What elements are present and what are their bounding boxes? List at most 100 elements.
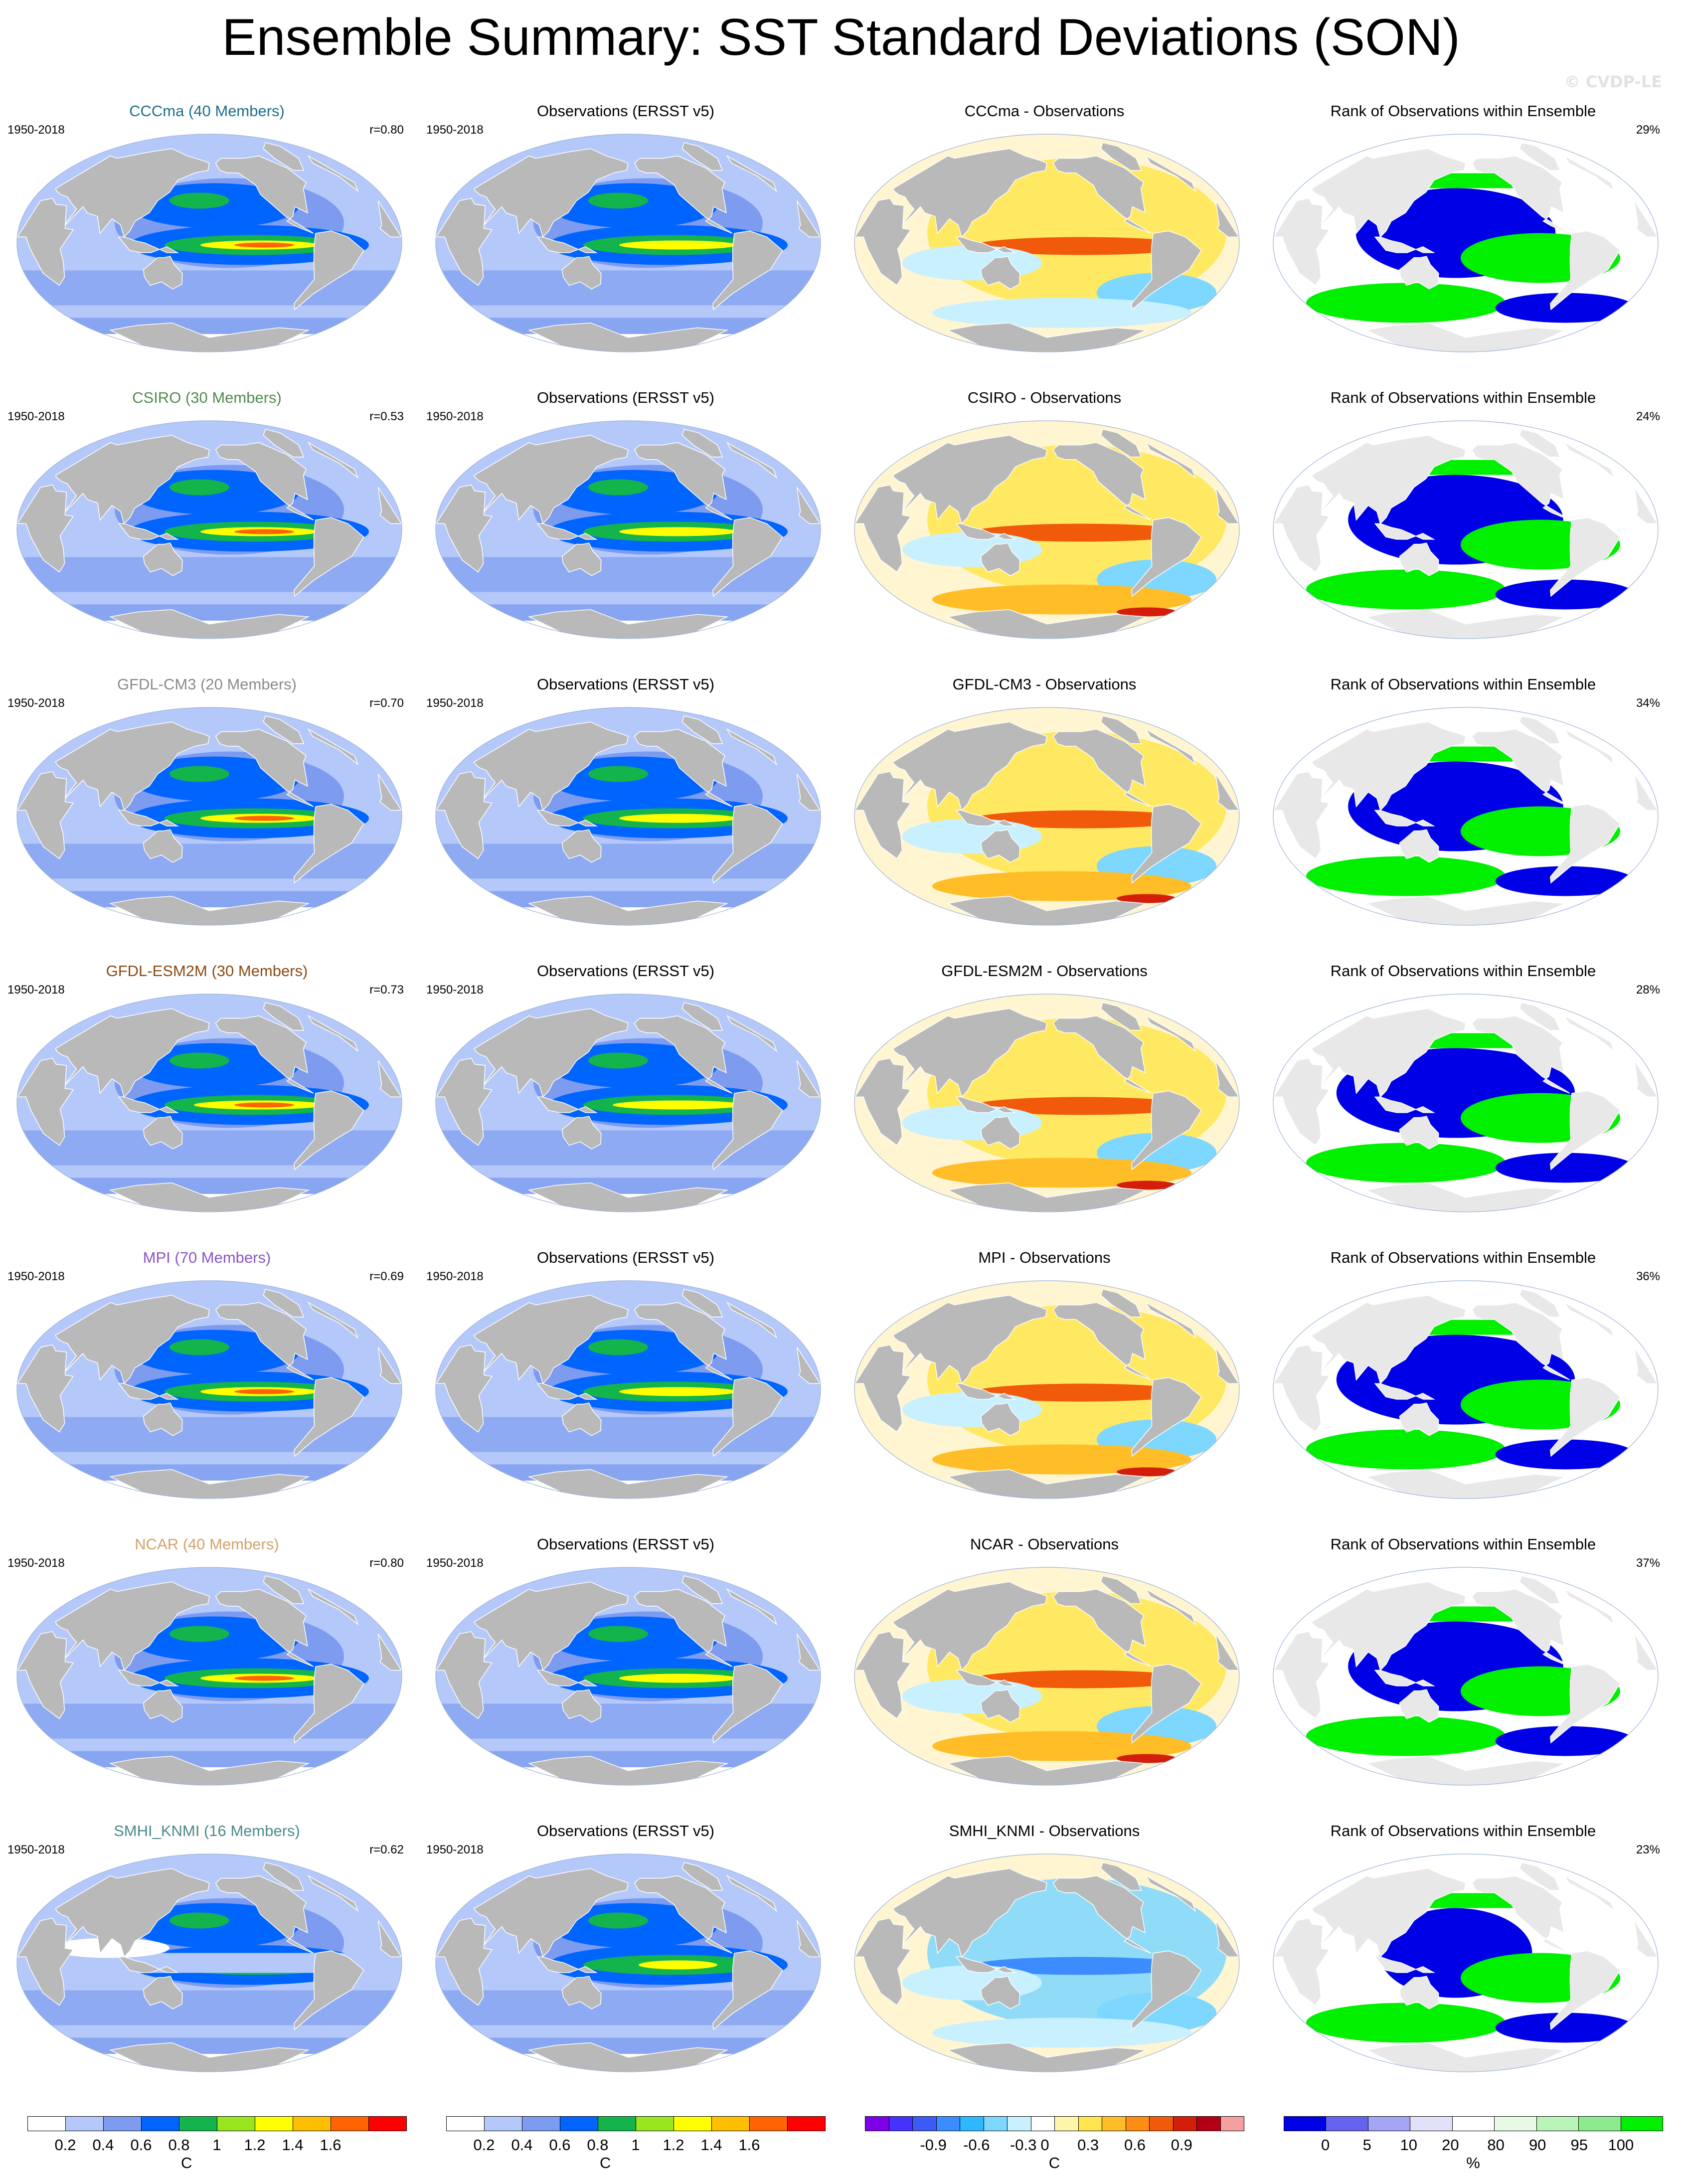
panel-title: GFDL-ESM2M - Observations (941, 962, 1148, 980)
colorbar-tick-label: -0.3 (1009, 2136, 1037, 2154)
land-africa (436, 1917, 493, 2006)
colorbar-cell (787, 2116, 826, 2131)
land-eurasia (1311, 1581, 1466, 1671)
land-africaW (1634, 1634, 1658, 1671)
land-indonesia (1374, 810, 1435, 827)
land-greenland (1519, 1575, 1561, 1604)
rank-percent: 36% (1636, 1270, 1660, 1283)
land-europeW (307, 728, 359, 766)
land-namerica (634, 1875, 733, 1954)
land-eurasia (1311, 148, 1466, 238)
panel-ncar-std: NCAR (40 Members) 1950-2018 r=0.80 (7, 1535, 406, 1815)
colorbar-cell (1054, 2116, 1079, 2131)
land-africaW (1215, 1060, 1239, 1098)
map-mpi-obs (435, 1280, 821, 1499)
panel-title: Rank of Observations within Ensemble (1330, 1822, 1596, 1840)
land-greenland (681, 715, 723, 744)
land-namerica (1052, 1875, 1152, 1954)
land-samerica (1550, 230, 1621, 311)
page-title: Ensemble Summary: SST Standard Deviation… (222, 8, 1460, 66)
land-europeW (726, 1014, 778, 1052)
colorbar-cell (1452, 2116, 1495, 2131)
colorbar-tick-label: 0.2 (473, 2136, 495, 2154)
panel-years: 1950-2018 (7, 1270, 65, 1283)
land-eurasia (474, 435, 629, 524)
colorbar-tick-label: 0.6 (130, 2136, 152, 2154)
land-antarctic (109, 1469, 310, 1499)
land-namerica (1471, 155, 1570, 234)
colorbar-tick-label: 0 (1321, 2136, 1330, 2154)
map-mpi-diff (854, 1280, 1240, 1499)
colorbar-cell (1007, 2116, 1031, 2131)
land-australia (143, 829, 183, 863)
colorbar-cell (865, 2116, 889, 2131)
colorbar-tick-label: 1 (212, 2136, 221, 2154)
land-namerica (1052, 442, 1152, 520)
colorbar-cell (1284, 2116, 1327, 2131)
panel-mpi-obs: Observations (ERSST v5) 1950-2018 (426, 1249, 825, 1528)
land-antarctic (1365, 609, 1566, 639)
colorbar-tick-label: 0.4 (92, 2136, 114, 2154)
colorbar-tick-label: 10 (1400, 2136, 1418, 2154)
panel-years: 1950-2018 (7, 123, 65, 137)
colorbar-std-model: 0.2 0.4 0.6 0.8 1 1.2 1.4 1.6 C (27, 2116, 426, 2176)
land-antarctic (109, 1755, 310, 1785)
panel-gfdl-esm2m-obs: Observations (ERSST v5) 1950-2018 (426, 962, 825, 1241)
colorbar-tick-label: 0.8 (587, 2136, 609, 2154)
land-indonesia (955, 236, 1016, 253)
land-antarctic (946, 2042, 1148, 2072)
land-australia (143, 1689, 183, 1723)
map-ncar-rank (1273, 1567, 1659, 1786)
land-greenland (1519, 1862, 1561, 1891)
land-indonesia (118, 1383, 179, 1400)
land-namerica (1052, 155, 1152, 234)
panel-title: CCCma (40 Members) (129, 102, 285, 120)
land-australia (143, 542, 183, 576)
land-indonesia (536, 1383, 598, 1400)
colorbar-tick-label: -0.9 (920, 2136, 947, 2154)
land-indonesia (1374, 1096, 1435, 1113)
land-australia (1399, 1689, 1439, 1723)
land-antarctic (946, 895, 1148, 925)
land-europeW (1145, 1874, 1196, 1912)
map-mpi-std (16, 1280, 402, 1499)
land-eurasia (55, 1868, 210, 1958)
panel-years: 1950-2018 (7, 1556, 65, 1570)
land-namerica (1052, 728, 1152, 807)
land-africaW (796, 774, 821, 811)
land-antarctic (527, 1755, 729, 1785)
land-samerica (294, 517, 364, 597)
land-antarctic (109, 322, 310, 352)
land-africa (17, 771, 74, 859)
colorbar-tick-label: 20 (1442, 2136, 1459, 2154)
colorbar-cell (749, 2116, 788, 2131)
land-eurasia (1311, 1008, 1466, 1098)
colorbar-tick-label: 0 (1040, 2136, 1049, 2154)
panel-title: Rank of Observations within Ensemble (1330, 1535, 1596, 1553)
map-smhi_knmi-diff (854, 1853, 1240, 2072)
land-indonesia (536, 810, 598, 827)
land-africa (17, 484, 74, 573)
panel-title: Observations (ERSST v5) (536, 1822, 715, 1840)
land-europeW (1145, 1301, 1196, 1339)
land-samerica (712, 1950, 783, 2030)
panel-title: GFDL-CM3 (20 Members) (117, 675, 297, 693)
panel-csiro-diff: CSIRO - Observations (845, 389, 1244, 668)
land-africa (17, 1344, 74, 1433)
panel-years: 1950-2018 (7, 983, 65, 997)
panel-title: GFDL-CM3 - Observations (952, 675, 1137, 693)
colorbar-tick-label: 0.6 (1124, 2136, 1146, 2154)
land-greenland (1519, 429, 1561, 458)
land-samerica (1131, 1090, 1202, 1171)
land-samerica (1131, 1950, 1202, 2030)
land-namerica (634, 155, 733, 234)
colorbar-unit: C (180, 2154, 192, 2172)
colorbar-cell (141, 2116, 179, 2131)
land-australia (1399, 1402, 1439, 1436)
land-antarctic (1365, 1182, 1566, 1212)
rank-percent: 37% (1636, 1556, 1660, 1570)
land-africaW (796, 200, 821, 238)
colorbar-cell (179, 2116, 217, 2131)
land-antarctic (946, 609, 1148, 639)
land-samerica (712, 804, 783, 884)
